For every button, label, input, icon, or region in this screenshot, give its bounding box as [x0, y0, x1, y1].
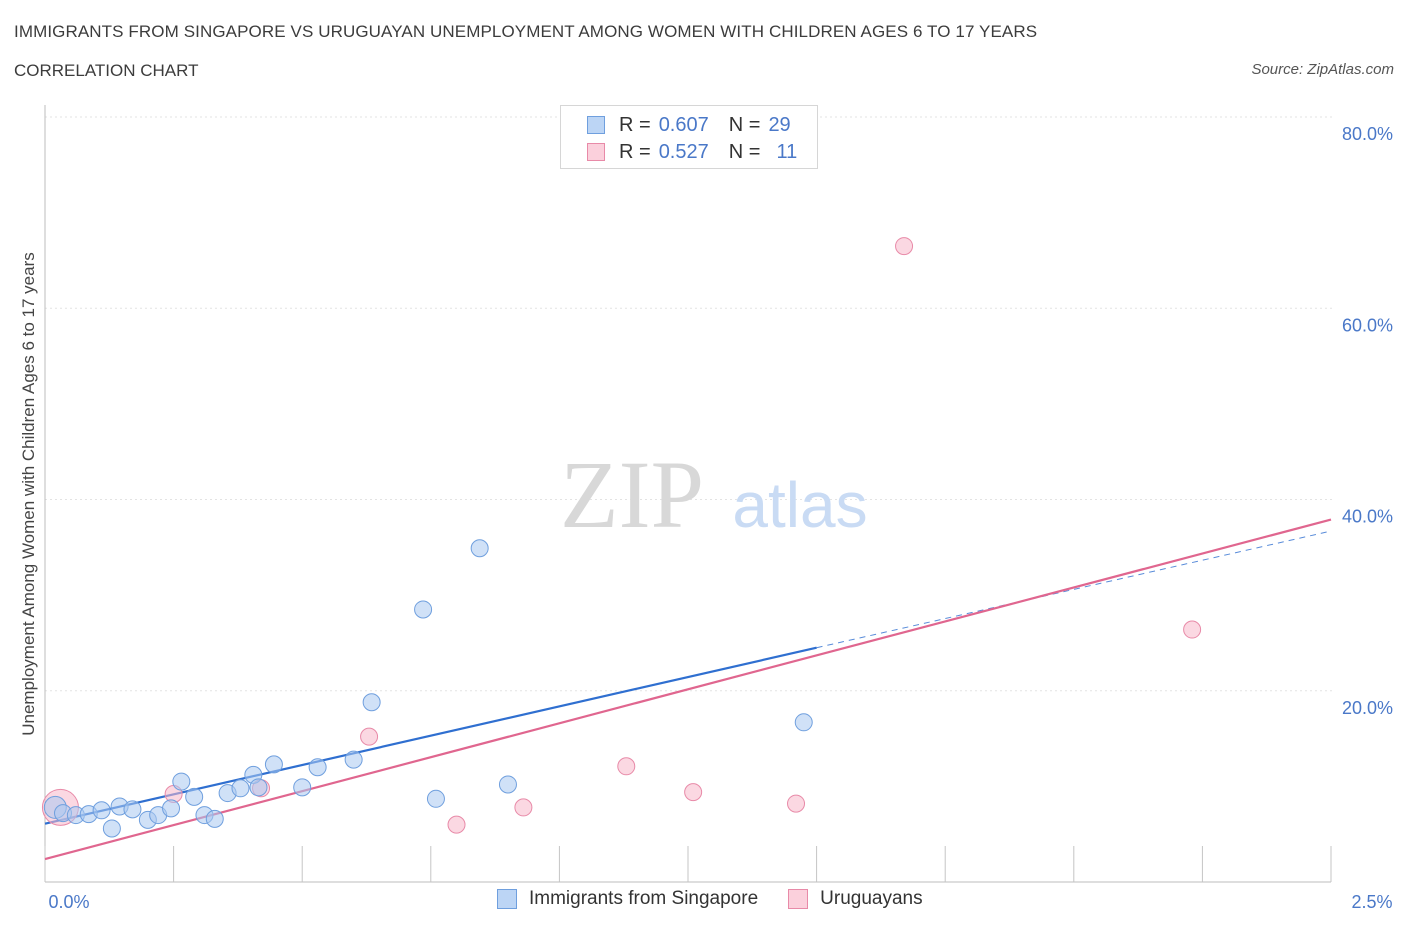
data-point-singapore — [498, 775, 517, 794]
legend-r-value: 0.527 — [658, 140, 709, 163]
watermark-atlas: atlas — [732, 469, 867, 541]
data-point-singapore — [92, 801, 111, 820]
legend-item-uruguayans[interactable]: Uruguayans — [788, 888, 923, 910]
legend-swatch-blue — [587, 116, 605, 134]
trend-line-uruguayans — [44, 518, 1332, 861]
source-credit: Source: ZipAtlas.com — [1251, 61, 1394, 78]
legend-row-singapore: R = 0.607 N = 29 — [587, 112, 791, 138]
data-point-uruguayans — [447, 815, 466, 834]
legend-swatch-pink — [587, 143, 605, 161]
data-point-singapore — [185, 787, 204, 806]
data-point-singapore — [362, 693, 381, 712]
legend-label-singapore: Immigrants from Singapore — [529, 888, 759, 909]
y-tick-label: 60.0% — [1342, 315, 1393, 335]
data-point-singapore — [162, 799, 181, 818]
data-point-singapore — [344, 750, 363, 769]
legend-n-value: 29 — [768, 113, 791, 136]
chart-title: IMMIGRANTS FROM SINGAPORE VS URUGUAYAN U… — [14, 22, 1038, 41]
data-point-uruguayans — [1183, 620, 1202, 639]
data-point-singapore — [293, 778, 312, 797]
data-point-uruguayans — [895, 237, 914, 256]
chart-subtitle: CORRELATION CHART — [14, 61, 199, 80]
data-point-singapore — [264, 755, 283, 774]
data-point-singapore — [414, 600, 433, 619]
data-point-singapore — [102, 819, 121, 838]
data-point-singapore — [249, 778, 268, 797]
legend-r-label: R = — [619, 113, 651, 136]
legend-n-value: 11 — [776, 140, 798, 163]
data-point-singapore — [426, 789, 445, 808]
data-point-uruguayans — [617, 757, 636, 776]
data-point-singapore — [172, 772, 191, 791]
x-tick-label: 2.5% — [1351, 892, 1392, 912]
stats-legend: R = 0.607 N = 29 R = 0.527 N = 11 — [560, 105, 818, 169]
legend-n-label: N = — [728, 113, 761, 136]
y-tick-label: 40.0% — [1342, 507, 1393, 527]
legend-n-label: N = — [728, 140, 761, 163]
watermark-zip: ZIP — [560, 441, 704, 548]
legend-swatch-pink — [788, 889, 809, 909]
trend-line-singapore-dashed — [816, 530, 1332, 649]
legend-item-singapore[interactable]: Immigrants from Singapore — [497, 888, 758, 910]
data-point-uruguayans — [360, 727, 379, 746]
data-point-singapore — [205, 809, 224, 828]
data-point-uruguayans — [514, 798, 533, 817]
legend-swatch-blue — [497, 889, 517, 909]
data-point-singapore — [231, 779, 250, 798]
data-point-uruguayans — [684, 783, 703, 802]
y-axis-label: Unemployment Among Women with Children A… — [19, 252, 38, 736]
data-point-uruguayans — [787, 794, 806, 813]
legend-label-uruguayans: Uruguayans — [820, 888, 923, 909]
legend-r-label: R = — [619, 140, 651, 163]
data-point-singapore — [123, 800, 142, 819]
y-tick-label: 20.0% — [1342, 698, 1393, 718]
legend-row-uruguayans: R = 0.527 N = 11 — [587, 139, 797, 165]
series-legend: Immigrants from Singapore Uruguayans — [497, 888, 953, 910]
data-point-singapore — [794, 713, 813, 732]
data-point-singapore — [470, 539, 489, 558]
data-point-singapore — [308, 758, 327, 777]
x-tick-label: 0.0% — [48, 892, 89, 912]
y-tick-label: 80.0% — [1342, 124, 1393, 144]
legend-r-value: 0.607 — [658, 113, 709, 136]
